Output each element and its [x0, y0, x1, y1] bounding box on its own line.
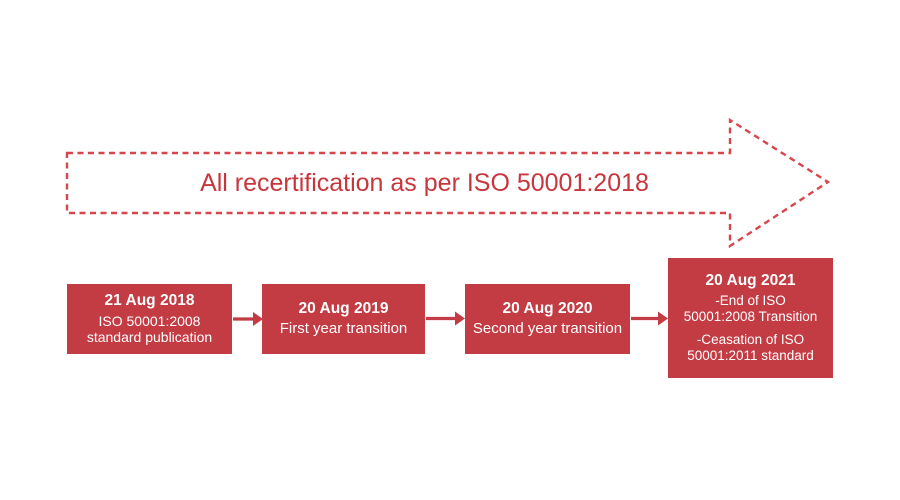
dashed-block-arrow-outline [65, 117, 831, 249]
connector-arrow-1 [233, 312, 263, 326]
box-description-group: -End of ISO 50001:2008 Transition [684, 293, 818, 325]
box-description-line: standard publication [86, 329, 213, 346]
box-description-line: 50001:2008 Transition [683, 309, 818, 325]
timeline-box-2021: 20 Aug 2021 -End of ISO 50001:2008 Trans… [668, 258, 833, 378]
box-description-line: First year transition [279, 320, 408, 338]
box-description-line: -Ceasation of ISO [696, 332, 805, 348]
timeline-box-2018: 21 Aug 2018 ISO 50001:2008 standard publ… [67, 284, 232, 354]
box-date: 21 Aug 2018 [104, 292, 195, 310]
timeline-box-2019: 20 Aug 2019 First year transition [262, 284, 425, 354]
box-date: 20 Aug 2021 [705, 272, 796, 290]
timeline-box-2020: 20 Aug 2020 Second year transition [465, 284, 630, 354]
box-description-line: Second year transition [472, 320, 623, 338]
box-description-line: -End of ISO [715, 293, 786, 309]
box-description-line: 50001:2011 standard [687, 348, 814, 364]
diagram-title: All recertification as per ISO 50001:201… [200, 168, 649, 197]
connector-arrow-3 [631, 311, 668, 326]
connector-arrow-2 [426, 311, 465, 326]
box-date: 20 Aug 2019 [298, 300, 389, 318]
box-description-group: -Ceasation of ISO 50001:2011 standard [687, 332, 814, 364]
box-date: 20 Aug 2020 [502, 300, 593, 318]
box-description-line: ISO 50001:2008 [98, 312, 201, 329]
